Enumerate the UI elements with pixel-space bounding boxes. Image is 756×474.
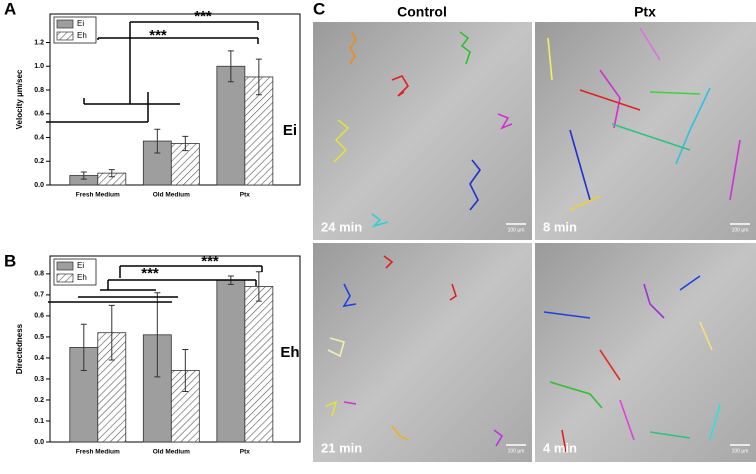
legend-swatch xyxy=(56,261,74,271)
y-tick-label: 0.0 xyxy=(34,439,44,446)
legend-label: Eh xyxy=(77,31,87,40)
legend-label: Ei xyxy=(77,19,84,28)
scale-bar-label: 100 µm xyxy=(508,227,525,233)
column-header: Control xyxy=(397,4,447,20)
y-tick-label: 0.6 xyxy=(34,313,44,320)
annotation: *** xyxy=(194,8,212,25)
scale-bar-label: 100 µm xyxy=(508,448,525,454)
x-tick-label: Old Medium xyxy=(153,449,190,456)
error-bar xyxy=(255,58,262,96)
annotation: *** xyxy=(201,253,219,270)
annotation: *** xyxy=(141,265,159,282)
error-bar xyxy=(227,50,234,83)
scale-bar-label: 100 µm xyxy=(732,448,749,454)
error-bar xyxy=(255,271,262,302)
error-bar xyxy=(154,292,161,378)
bar xyxy=(216,279,246,443)
legend-label: Eh xyxy=(77,273,87,282)
row-header: Eh xyxy=(280,344,299,361)
y-tick-label: 0.1 xyxy=(34,418,44,425)
y-tick-label: 0.2 xyxy=(34,397,44,404)
panel-label: C xyxy=(313,0,325,18)
tracks xyxy=(325,27,741,453)
legend-swatch xyxy=(56,19,74,29)
bar xyxy=(244,286,274,443)
y-tick-label: 0.0 xyxy=(34,182,44,189)
x-tick-label: Ptx xyxy=(240,449,251,456)
error-bar xyxy=(182,135,189,152)
x-tick-label: Fresh Medium xyxy=(76,449,120,456)
y-axis-label: Directedness xyxy=(15,323,24,374)
y-axis-label: Velocity µm/sec xyxy=(15,69,24,129)
y-tick-label: 0.4 xyxy=(34,355,44,362)
legend-swatch xyxy=(56,31,74,41)
time-label: 24 min xyxy=(321,219,362,234)
y-tick-label: 0.3 xyxy=(34,376,44,383)
y-tick-label: 0.7 xyxy=(34,292,44,299)
error-bar xyxy=(154,128,161,154)
micrograph xyxy=(535,22,756,240)
time-label: 4 min xyxy=(543,440,577,455)
time-label: 8 min xyxy=(543,219,577,234)
scale-bar-label: 100 µm xyxy=(732,227,749,233)
micrograph xyxy=(535,243,756,462)
time-label: 21 min xyxy=(321,440,362,455)
error-bar xyxy=(108,304,115,361)
image-panel xyxy=(313,22,756,462)
x-tick-label: Old Medium xyxy=(153,192,190,199)
x-tick-label: Fresh Medium xyxy=(76,192,120,199)
row-header: Ei xyxy=(283,122,297,139)
micrograph xyxy=(313,22,532,240)
significance-bracket xyxy=(46,21,259,123)
y-tick-label: 1.0 xyxy=(34,63,44,70)
legend-swatch xyxy=(56,273,74,283)
y-tick-label: 0.2 xyxy=(34,158,44,165)
y-tick-label: 0.4 xyxy=(34,134,44,141)
error-bar xyxy=(80,323,87,372)
significance-bracket xyxy=(48,265,263,303)
annotation: *** xyxy=(149,27,167,44)
y-tick-label: 1.2 xyxy=(34,39,44,46)
micrograph xyxy=(313,243,532,462)
y-tick-label: 0.6 xyxy=(34,111,44,118)
y-tick-label: 0.8 xyxy=(34,87,44,94)
error-bar xyxy=(80,171,87,180)
legend-label: Ei xyxy=(77,261,84,270)
x-tick-label: Ptx xyxy=(240,192,251,199)
error-bar xyxy=(108,169,115,178)
bar xyxy=(216,65,246,186)
error-bar xyxy=(182,349,189,393)
column-header: Ptx xyxy=(634,4,656,20)
panel-label: B xyxy=(4,251,16,270)
y-tick-label: 0.5 xyxy=(34,334,44,341)
panel-label: A xyxy=(4,0,16,18)
y-tick-label: 0.8 xyxy=(34,271,44,278)
